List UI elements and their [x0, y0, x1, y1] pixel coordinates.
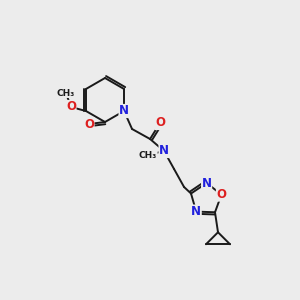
Text: CH₃: CH₃ — [57, 88, 75, 98]
Text: N: N — [191, 205, 201, 218]
Text: N: N — [159, 145, 169, 158]
Text: O: O — [84, 118, 94, 130]
Text: O: O — [155, 116, 165, 130]
Text: O: O — [216, 188, 226, 201]
Text: N: N — [119, 104, 129, 118]
Text: O: O — [66, 100, 76, 113]
Text: N: N — [202, 176, 212, 190]
Text: CH₃: CH₃ — [139, 151, 157, 160]
